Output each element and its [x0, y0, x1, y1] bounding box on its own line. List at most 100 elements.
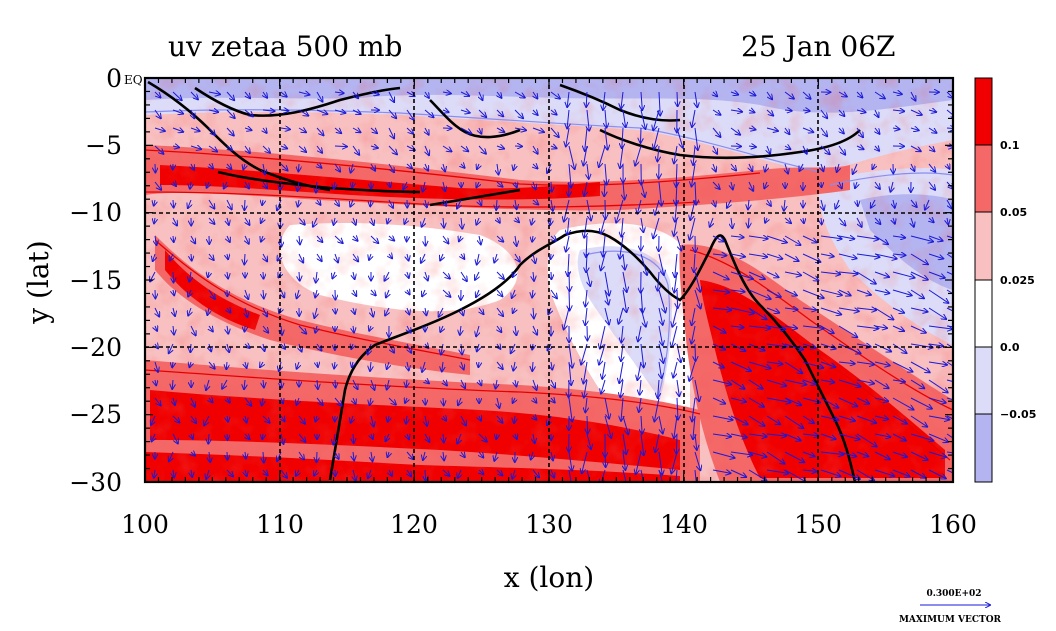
wind-vector [748, 307, 767, 319]
wind-vector [550, 110, 557, 115]
wind-vector [925, 199, 929, 210]
wind-vector [388, 145, 397, 154]
wind-vector [749, 181, 753, 191]
grid-lines [145, 78, 953, 482]
wind-vector [155, 235, 157, 245]
wind-vector [209, 164, 213, 169]
wind-vector [263, 451, 264, 463]
wind-vector [334, 127, 341, 133]
wind-vector [533, 433, 535, 443]
wind-vector [766, 434, 786, 436]
wind-vector [654, 127, 660, 149]
wind-vector [712, 451, 735, 458]
wind-vector [928, 469, 946, 479]
wind-vector [674, 145, 677, 163]
wind-vector [281, 325, 282, 335]
wind-vector [928, 362, 947, 365]
wind-vector [910, 145, 921, 151]
wind-vector [874, 379, 889, 388]
wind-vector [208, 145, 217, 152]
wind-vector [424, 109, 434, 117]
wind-vector [170, 253, 173, 261]
wind-vector [929, 218, 934, 222]
wind-vector [407, 343, 411, 353]
wind-vector [641, 217, 643, 232]
wind-vector [910, 271, 928, 280]
wind-vector [874, 416, 888, 419]
wind-vector [352, 253, 358, 261]
wind-vector [871, 199, 875, 208]
wind-vector [496, 289, 502, 296]
wind-vector [928, 145, 934, 151]
wind-vector [712, 397, 725, 404]
wind-vector [928, 326, 952, 329]
wind-vector [730, 307, 754, 313]
colorbar-label: 0.1 [1000, 139, 1020, 152]
wind-vector [317, 362, 318, 367]
wind-vector [353, 451, 354, 460]
wind-vector [532, 289, 533, 297]
wind-vector [280, 128, 290, 129]
wind-vector [188, 199, 191, 208]
wind-vector [190, 325, 196, 335]
wind-vector [169, 451, 173, 461]
wind-vector [712, 470, 731, 473]
wind-vector [281, 344, 285, 349]
wind-vector [676, 433, 677, 454]
wind-vector [386, 433, 390, 441]
wind-vector [730, 127, 740, 135]
wind-vector [461, 217, 462, 229]
wind-vector [838, 362, 855, 364]
wind-vector [784, 272, 801, 275]
wind-vector [479, 380, 481, 385]
wind-vector [623, 109, 626, 127]
wind-vector [407, 361, 409, 370]
wind-vector [245, 307, 247, 317]
wind-vector [496, 271, 504, 279]
wind-vector [461, 379, 465, 388]
wind-vector [443, 217, 444, 228]
wind-vector [190, 181, 191, 189]
wind-vector [191, 109, 194, 118]
wind-vector [550, 91, 560, 99]
wind-vector [875, 146, 879, 151]
wind-vector [476, 289, 479, 297]
wind-vector [587, 415, 588, 434]
wind-vector [658, 271, 659, 291]
wind-vector [191, 452, 195, 456]
wind-vector [730, 254, 745, 257]
wind-vector [226, 109, 235, 118]
x-tick-label: 100 [121, 510, 169, 539]
wind-vector [173, 271, 174, 282]
wind-vector [676, 163, 677, 187]
wind-vector [244, 253, 245, 264]
wind-vector [334, 146, 347, 147]
wind-vector [712, 127, 721, 137]
wind-vector [748, 451, 766, 457]
wind-vector [712, 254, 726, 256]
wind-vector [874, 434, 890, 437]
wind-vector [766, 415, 780, 424]
wind-vector [784, 361, 802, 373]
wind-vector [910, 415, 927, 427]
wind-vector [315, 415, 317, 422]
wind-vector [621, 217, 623, 237]
wind-vector [637, 199, 641, 214]
wind-vector [478, 433, 487, 442]
wind-vector [641, 343, 644, 367]
wind-vector [821, 163, 823, 171]
wind-vector [496, 199, 497, 210]
wind-vector [513, 272, 515, 277]
wind-vector [371, 379, 375, 390]
wind-vector [475, 271, 479, 280]
colorbar-swatch [974, 144, 993, 213]
wind-vector [785, 163, 788, 174]
wind-vector [280, 146, 287, 149]
wind-vector [353, 307, 355, 314]
wind-vector [407, 253, 409, 261]
wind-vector [891, 181, 894, 192]
wind-vector [368, 343, 371, 354]
wind-vector [694, 253, 695, 272]
wind-vector [838, 92, 847, 97]
wind-vector [227, 325, 228, 334]
